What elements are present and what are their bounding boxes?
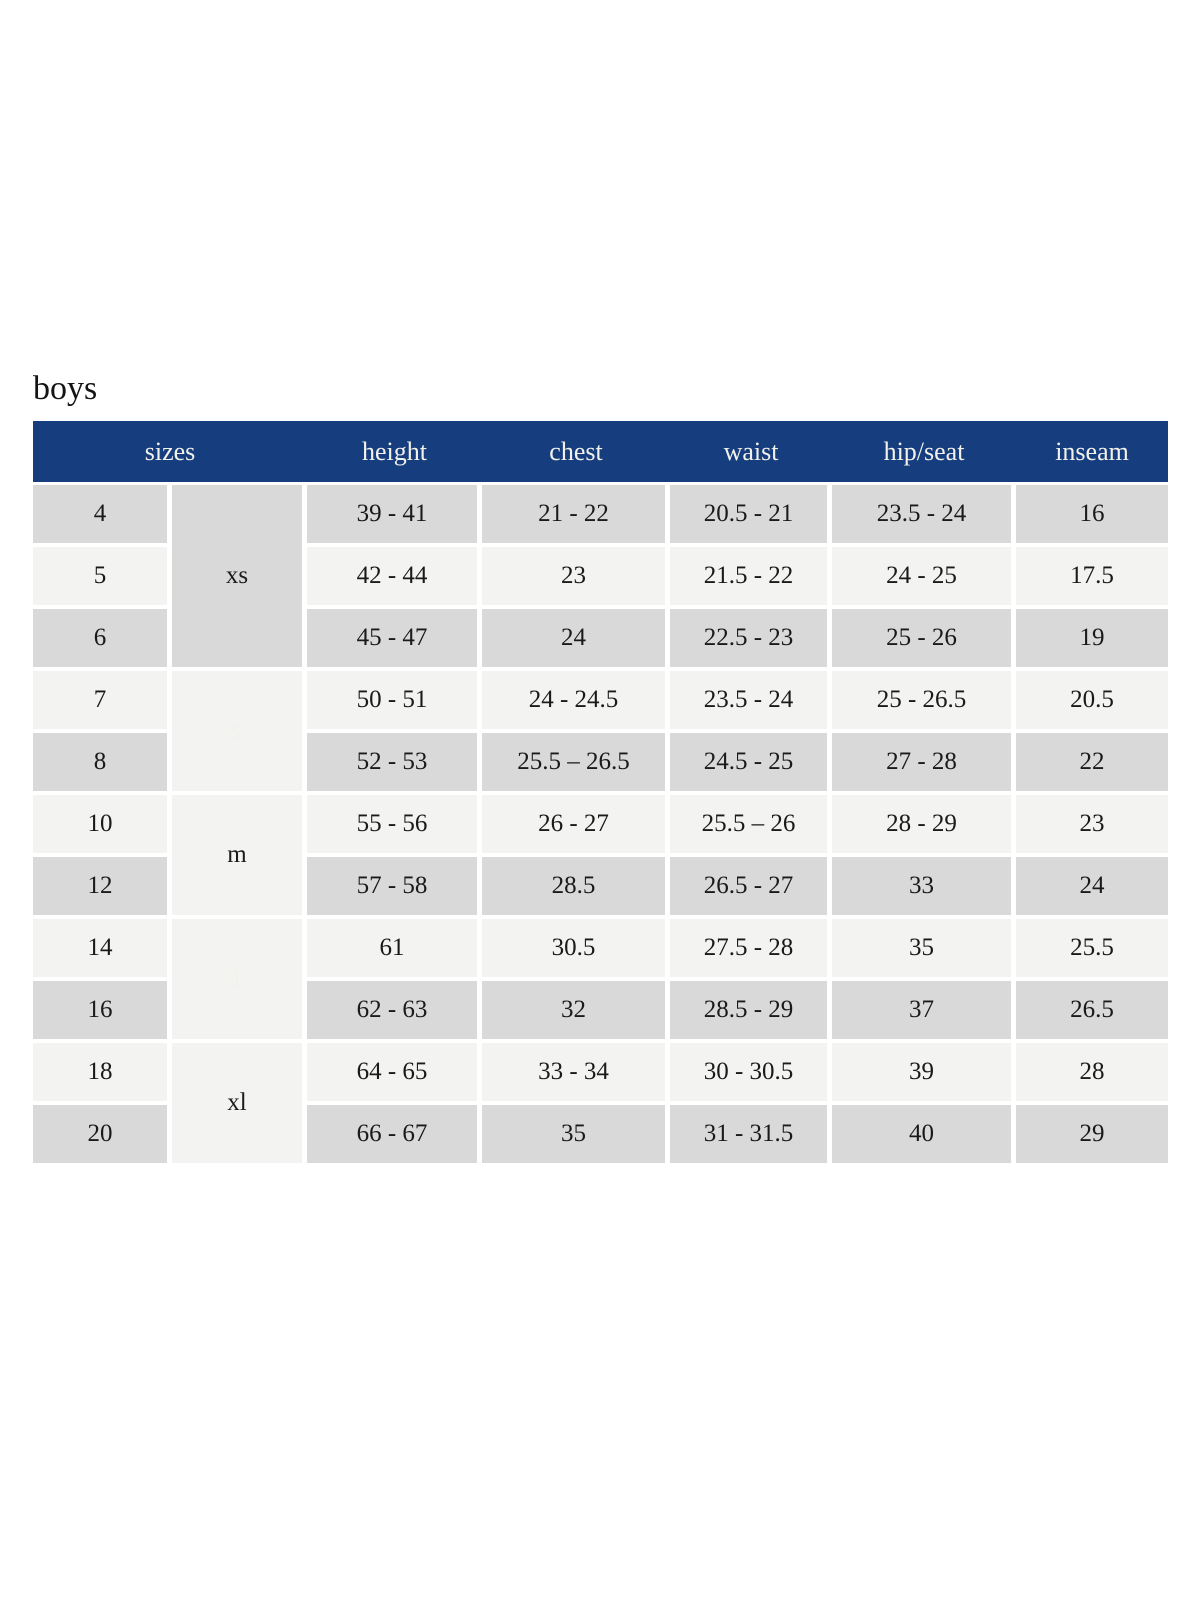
height-cell: 42 - 44: [307, 547, 483, 609]
size-cell: 16: [33, 981, 172, 1043]
chest-cell: 33 - 34: [482, 1043, 671, 1105]
inseam-cell: 28: [1016, 1043, 1169, 1105]
height-cell: 61: [307, 919, 483, 981]
col-header-hip-seat: hip/seat: [832, 421, 1017, 485]
height-cell: 57 - 58: [307, 857, 483, 919]
hip-seat-cell: 23.5 - 24: [832, 485, 1017, 547]
col-header-sizes: sizes: [33, 421, 308, 485]
height-cell: 55 - 56: [307, 795, 483, 857]
inseam-cell: 20.5: [1016, 671, 1169, 733]
inseam-cell: 23: [1016, 795, 1169, 857]
waist-cell: 20.5 - 21: [670, 485, 833, 547]
height-cell: 64 - 65: [307, 1043, 483, 1105]
inseam-cell: 26.5: [1016, 981, 1169, 1043]
table-row: 14 l 61 30.5 27.5 - 28 35 25.5: [33, 919, 1169, 1043]
page-title: boys: [33, 370, 98, 407]
chest-cell: 32: [482, 981, 671, 1043]
col-header-waist: waist: [670, 421, 833, 485]
col-header-chest: chest: [482, 421, 671, 485]
inseam-cell: 29: [1016, 1105, 1169, 1167]
table-row: 4 xs 39 - 41 21 - 22 20.5 - 21 23.5 - 24…: [33, 485, 1169, 671]
waist-cell: 30 - 30.5: [670, 1043, 833, 1105]
table-row: 20 66 - 67 35 31 - 31.5 40 29: [33, 1105, 1169, 1167]
hip-seat-cell: 35: [832, 919, 1017, 981]
size-group-cell-xs: xs: [172, 485, 308, 671]
height-cell: 39 - 41: [307, 485, 483, 547]
chest-cell: 26 - 27: [482, 795, 671, 857]
inseam-cell: 22: [1016, 733, 1169, 795]
table-row: 18 xl 64 - 65 33 - 34 30 - 30.5 39 28: [33, 1043, 1169, 1167]
size-cell: 20: [33, 1105, 172, 1167]
size-group-cell-s: s: [172, 671, 308, 795]
waist-cell: 23.5 - 24: [670, 671, 833, 733]
height-cell: 52 - 53: [307, 733, 483, 795]
chest-cell: 23: [482, 547, 671, 609]
size-cell: 7: [33, 671, 172, 733]
waist-cell: 25.5 – 26: [670, 795, 833, 857]
hip-seat-cell: 25 - 26.5: [832, 671, 1017, 733]
hip-seat-cell: 39: [832, 1043, 1017, 1105]
height-cell: 66 - 67: [307, 1105, 483, 1167]
height-cell: 45 - 47: [307, 609, 483, 671]
size-cell: 5: [33, 547, 172, 609]
hip-seat-cell: 25 - 26: [832, 609, 1017, 671]
hip-seat-cell: 27 - 28: [832, 733, 1017, 795]
hip-seat-cell: 24 - 25: [832, 547, 1017, 609]
chest-cell: 25.5 – 26.5: [482, 733, 671, 795]
col-header-inseam: inseam: [1016, 421, 1169, 485]
table-row: 16 62 - 63 32 28.5 - 29 37 26.5: [33, 981, 1169, 1043]
inseam-cell: 16: [1016, 485, 1169, 547]
table-row: 10 m 55 - 56 26 - 27 25.5 – 26 28 - 29 2…: [33, 795, 1169, 919]
table-row: 6 45 - 47 24 22.5 - 23 25 - 26 19: [33, 609, 1169, 671]
waist-cell: 21.5 - 22: [670, 547, 833, 609]
inseam-cell: 17.5: [1016, 547, 1169, 609]
col-header-height: height: [307, 421, 483, 485]
size-group-cell-m: m: [172, 795, 308, 919]
waist-cell: 28.5 - 29: [670, 981, 833, 1043]
hip-seat-cell: 28 - 29: [832, 795, 1017, 857]
chest-cell: 28.5: [482, 857, 671, 919]
size-cell: 6: [33, 609, 172, 671]
boys-size-chart-table: sizes height chest waist hip/seat inseam…: [33, 421, 1169, 1167]
waist-cell: 27.5 - 28: [670, 919, 833, 981]
waist-cell: 24.5 - 25: [670, 733, 833, 795]
size-group-cell-xl: xl: [172, 1043, 308, 1167]
header-row: sizes height chest waist hip/seat inseam: [33, 421, 1169, 485]
table-row: 8 52 - 53 25.5 – 26.5 24.5 - 25 27 - 28 …: [33, 733, 1169, 795]
height-cell: 50 - 51: [307, 671, 483, 733]
size-chart-container: sizes height chest waist hip/seat inseam…: [33, 421, 1169, 1167]
waist-cell: 31 - 31.5: [670, 1105, 833, 1167]
size-group-cell-l: l: [172, 919, 308, 1043]
chest-cell: 21 - 22: [482, 485, 671, 547]
table-row: 12 57 - 58 28.5 26.5 - 27 33 24: [33, 857, 1169, 919]
chest-cell: 30.5: [482, 919, 671, 981]
size-cell: 12: [33, 857, 172, 919]
waist-cell: 26.5 - 27: [670, 857, 833, 919]
table-row: 5 42 - 44 23 21.5 - 22 24 - 25 17.5: [33, 547, 1169, 609]
size-cell: 10: [33, 795, 172, 857]
hip-seat-cell: 40: [832, 1105, 1017, 1167]
size-cell: 18: [33, 1043, 172, 1105]
inseam-cell: 24: [1016, 857, 1169, 919]
size-cell: 8: [33, 733, 172, 795]
hip-seat-cell: 37: [832, 981, 1017, 1043]
size-cell: 14: [33, 919, 172, 981]
inseam-cell: 25.5: [1016, 919, 1169, 981]
inseam-cell: 19: [1016, 609, 1169, 671]
table-row: 7 s 50 - 51 24 - 24.5 23.5 - 24 25 - 26.…: [33, 671, 1169, 795]
waist-cell: 22.5 - 23: [670, 609, 833, 671]
size-cell: 4: [33, 485, 172, 547]
chest-cell: 24 - 24.5: [482, 671, 671, 733]
height-cell: 62 - 63: [307, 981, 483, 1043]
chest-cell: 24: [482, 609, 671, 671]
chest-cell: 35: [482, 1105, 671, 1167]
hip-seat-cell: 33: [832, 857, 1017, 919]
